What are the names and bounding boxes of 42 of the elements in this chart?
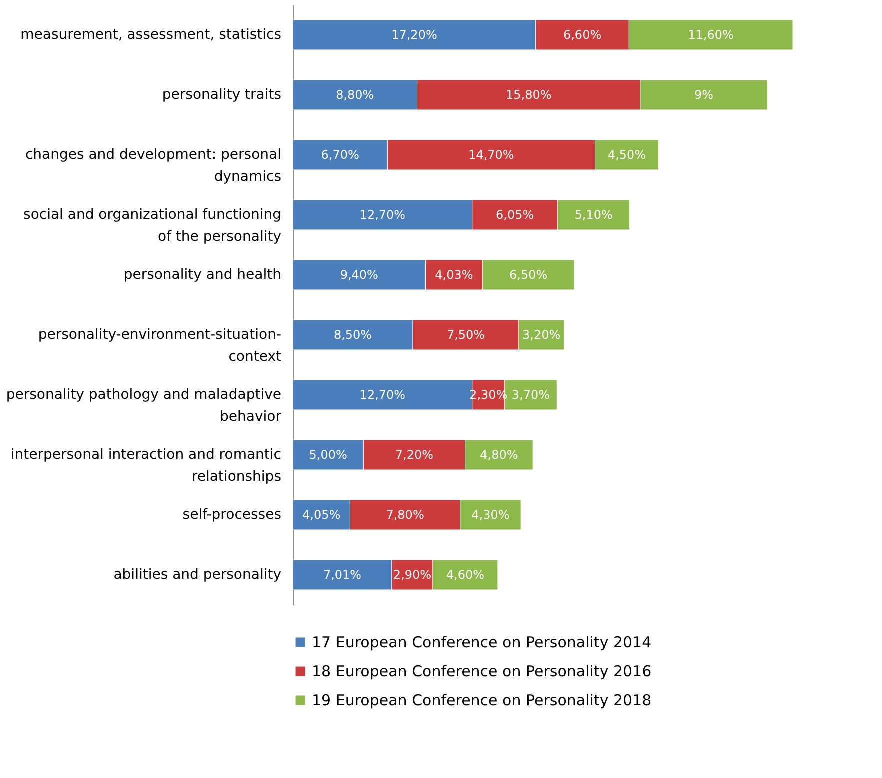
data-label: 6,05%	[496, 208, 534, 222]
data-label: 4,50%	[608, 148, 646, 162]
y-tick-label: personality traits	[162, 87, 282, 103]
data-label: 7,01%	[323, 568, 362, 582]
data-label: 3,70%	[512, 388, 550, 402]
data-label: 3,20%	[522, 328, 561, 342]
data-label: 12,70%	[360, 388, 406, 402]
data-label: 2,90%	[393, 568, 432, 582]
y-tick-label: personality and health	[124, 267, 282, 283]
data-label: 14,70%	[468, 148, 514, 162]
data-label: 4,60%	[446, 568, 485, 582]
data-label: 5,10%	[574, 208, 613, 222]
y-tick-label: changes and development: personal dynamics	[25, 147, 282, 185]
data-label: 4,05%	[302, 508, 341, 522]
data-label: 12,70%	[360, 208, 406, 222]
y-tick-label: social and organizational functioning of the personality	[24, 207, 282, 245]
legend-label: 17 European Conference on Personality 2014	[312, 634, 652, 652]
data-label: 8,80%	[336, 88, 374, 102]
data-label: 8,50%	[334, 328, 372, 342]
data-label: 9,40%	[340, 268, 378, 282]
data-label: 17,20%	[392, 28, 438, 42]
data-label: 7,80%	[386, 508, 424, 522]
legend-label: 18 European Conference on Personality 2016	[312, 662, 652, 680]
y-tick-label: abilities and personality	[114, 567, 282, 583]
y-tick-label: personality pathology and maladaptive behavior	[6, 387, 282, 425]
data-label: 6,50%	[510, 268, 548, 282]
data-label: 15,80%	[506, 88, 552, 102]
y-tick-label: measurement, assessment, statistics	[20, 27, 282, 43]
data-label: 4,30%	[472, 508, 510, 522]
y-tick-label: interpersonal interaction and romantic relationships	[10, 447, 282, 485]
data-label: 7,50%	[446, 328, 486, 342]
data-label: 6,60%	[563, 28, 602, 42]
y-tick-label: personality-environment-situation-context	[38, 327, 282, 365]
data-label: 5,00%	[309, 448, 348, 462]
data-label: 4,80%	[480, 448, 518, 462]
legend-label: 19 European Conference on Personality 2018	[312, 692, 652, 710]
data-label: 4,03%	[435, 268, 474, 282]
data-label: 6,70%	[321, 148, 360, 162]
y-tick-label: self-processes	[182, 507, 282, 523]
data-label: 11,60%	[688, 28, 734, 42]
data-label: 9%	[694, 88, 714, 102]
data-label: 7,20%	[395, 448, 434, 462]
